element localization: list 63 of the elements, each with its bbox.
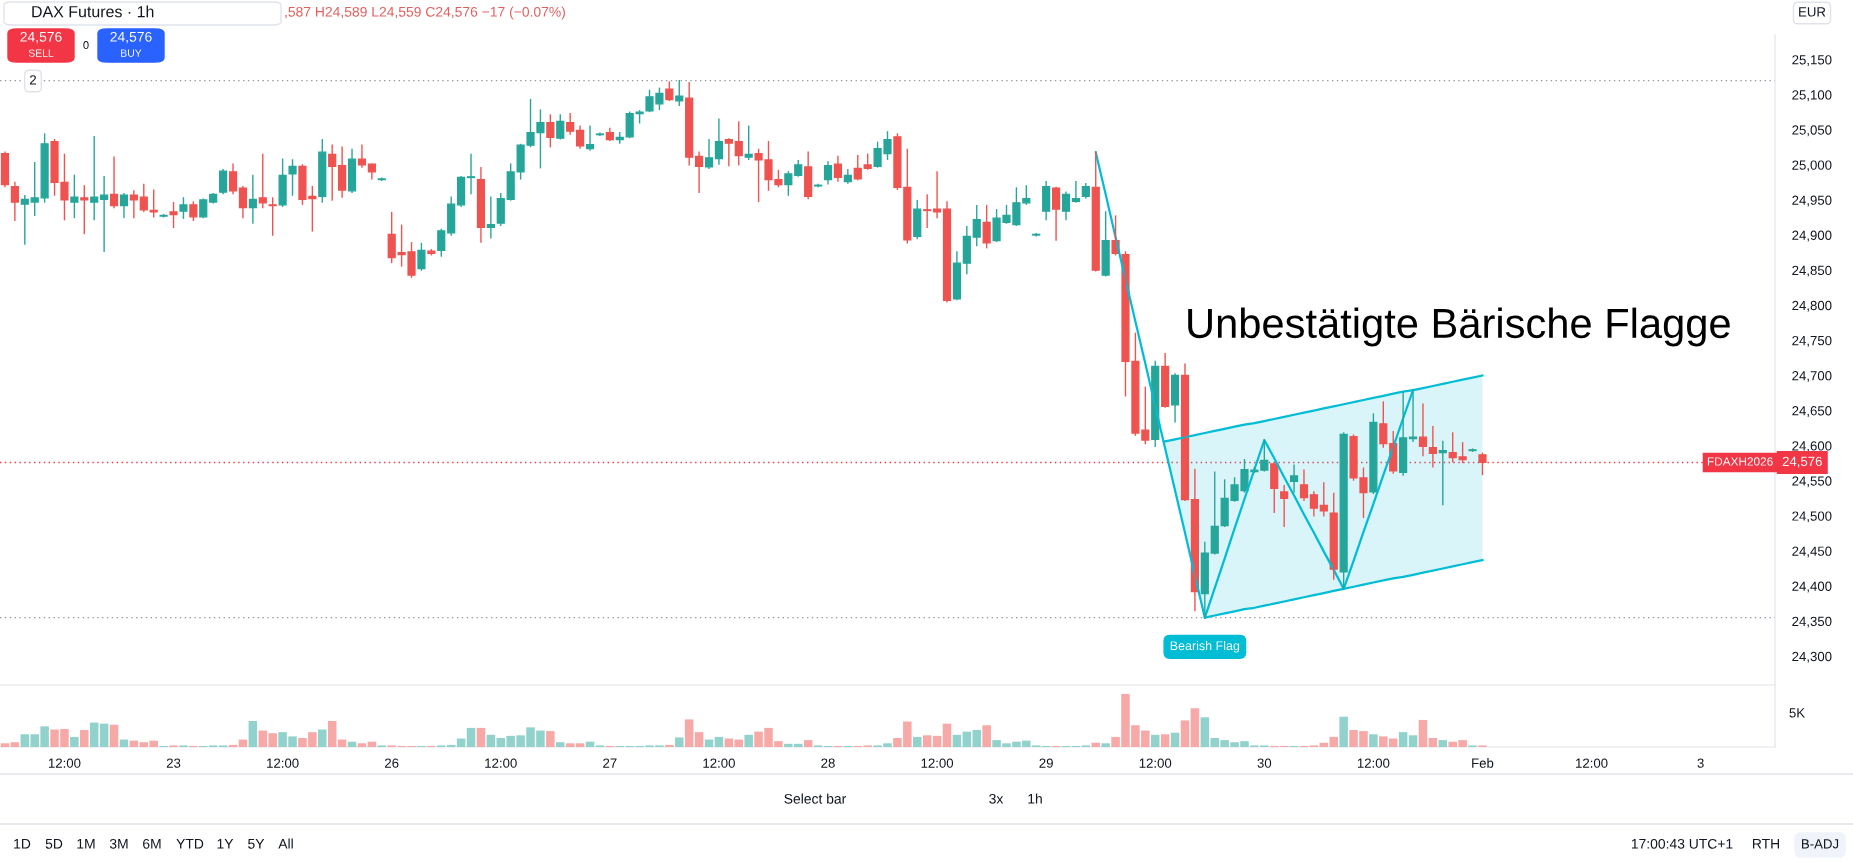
y-tick-label: 25,100 bbox=[1792, 90, 1832, 102]
y-tick-label: 25,150 bbox=[1792, 55, 1832, 67]
y-tick-label: 24,450 bbox=[1792, 546, 1832, 558]
text: 1Y bbox=[217, 839, 234, 849]
y-tick-label: 24,650 bbox=[1792, 406, 1832, 418]
chart-subtitle: ,587 H24,589 L24,559 C24,576 −17 (−0.07%) bbox=[285, 6, 565, 20]
x-tick-label: 30 bbox=[1257, 758, 1272, 768]
text: Bearish Flag bbox=[1170, 640, 1240, 653]
annotation: 24,576 bbox=[20, 31, 62, 44]
y-tick-label: 24,850 bbox=[1792, 265, 1832, 277]
text: All bbox=[278, 838, 293, 849]
text: 5D bbox=[45, 839, 63, 849]
annotation: SELL bbox=[28, 49, 54, 57]
y-tick-label: 24,700 bbox=[1792, 371, 1832, 382]
annotation: 2 bbox=[30, 75, 37, 85]
y-tick-label: 24,500 bbox=[1792, 511, 1832, 523]
text: B-ADJ bbox=[1802, 839, 1839, 849]
text: 17:00:43 UTC+1 bbox=[1631, 838, 1733, 849]
x-tick-label: 12:00 bbox=[48, 758, 81, 768]
text: 6M bbox=[143, 838, 161, 849]
y-tick-label: 24,550 bbox=[1792, 476, 1832, 488]
y-tick-label: 25,000 bbox=[1792, 160, 1832, 172]
y-tick-label: 24,350 bbox=[1792, 616, 1832, 628]
x-tick-label: 12:00 bbox=[267, 758, 299, 768]
y-tick-label: 24,800 bbox=[1792, 300, 1832, 312]
x-tick-label: 26 bbox=[385, 758, 399, 768]
x-tick-label: 23 bbox=[166, 758, 181, 768]
text: 1h bbox=[1028, 793, 1042, 804]
text: 1D bbox=[14, 839, 31, 849]
text: YTD bbox=[176, 839, 204, 849]
x-tick-label: 12:00 bbox=[1139, 758, 1172, 768]
x-tick-label: 12:00 bbox=[921, 758, 954, 768]
x-tick-label: 28 bbox=[821, 758, 835, 768]
text: 3M bbox=[109, 838, 128, 849]
y-tick-label: 24,900 bbox=[1792, 230, 1832, 242]
text: 24,576 bbox=[1782, 456, 1822, 468]
text: 1M bbox=[77, 839, 95, 849]
x-tick-label: 29 bbox=[1039, 758, 1053, 768]
x-tick-label: 12:00 bbox=[485, 758, 517, 768]
text: 5Y bbox=[248, 839, 265, 849]
x-tick-label: 12:00 bbox=[703, 758, 735, 768]
chart-title: DAX Futures · 1h bbox=[32, 5, 154, 18]
y-tick-label: 24,400 bbox=[1792, 581, 1832, 593]
annotation: 24,576 bbox=[110, 31, 152, 44]
y-tick-label: 24,950 bbox=[1792, 195, 1832, 207]
y-tick-label: 24,750 bbox=[1792, 335, 1832, 347]
x-tick-label: 27 bbox=[603, 758, 617, 768]
x-tick-label: Feb bbox=[1472, 758, 1494, 768]
text: 5K bbox=[1789, 708, 1805, 718]
y-tick-label: 24,600 bbox=[1792, 441, 1832, 453]
text: 3x bbox=[989, 793, 1004, 804]
ref-line-label: FDAXH2026 bbox=[1707, 457, 1773, 466]
text: EUR bbox=[1799, 7, 1826, 17]
x-tick-label: 12:00 bbox=[1357, 758, 1390, 768]
annotation: 0 bbox=[83, 41, 89, 49]
text: Select bar bbox=[784, 793, 847, 804]
annotation: Unbestätigte Bärische Flagge bbox=[1188, 307, 1730, 347]
x-tick-label: 12:00 bbox=[1576, 758, 1608, 768]
y-tick-label: 24,300 bbox=[1792, 651, 1832, 663]
text: RTH bbox=[1752, 839, 1780, 849]
y-tick-label: 25,050 bbox=[1792, 125, 1832, 137]
annotation: BUY bbox=[121, 49, 142, 57]
x-tick-label: 3 bbox=[1697, 758, 1704, 768]
